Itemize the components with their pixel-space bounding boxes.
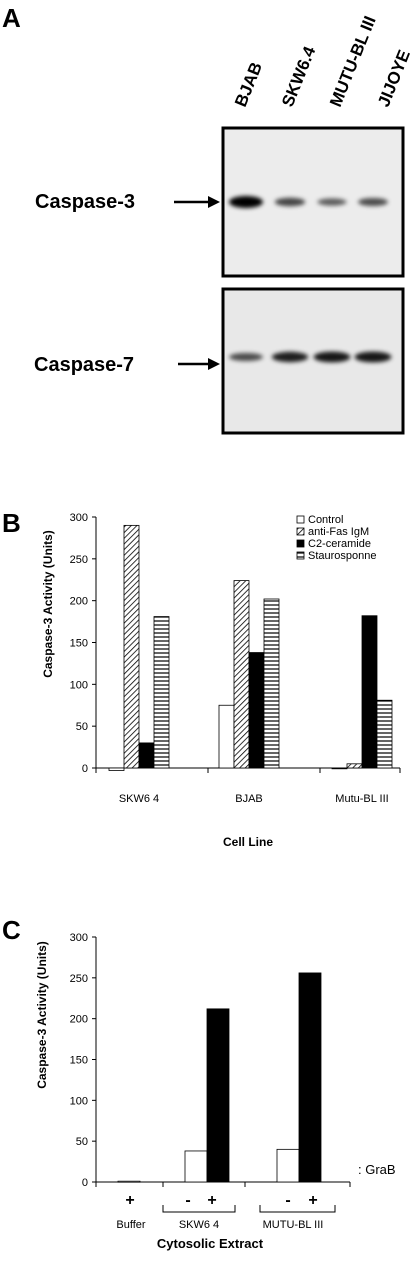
y-tick-label: 50	[76, 1136, 88, 1148]
grab-label: : GraB	[358, 1162, 396, 1177]
bar	[331, 767, 348, 770]
bar	[346, 763, 363, 769]
y-tick-label: 100	[70, 679, 88, 691]
bar	[123, 524, 140, 769]
category-label: BJAB	[235, 793, 263, 805]
category-label: Mutu-BL III	[335, 793, 388, 805]
grab-sign: +	[125, 1192, 134, 1209]
group-label: MUTU-BL III	[263, 1219, 324, 1231]
legend-label: C2-ceramide	[308, 538, 371, 550]
bar	[218, 704, 235, 769]
grab-sign: +	[207, 1192, 216, 1209]
y-tick-label: 300	[70, 932, 88, 944]
blot-band	[274, 197, 306, 207]
blot-band	[317, 198, 347, 206]
panel-a-letter: A	[2, 3, 21, 33]
bar	[117, 1180, 141, 1183]
lane-label: BJAB	[231, 59, 266, 109]
blot-label-caspase-7: Caspase-7	[34, 354, 134, 376]
panel-b-letter: B	[2, 508, 21, 538]
panel-c-letter: C	[2, 915, 21, 945]
blot-band	[313, 351, 351, 363]
y-tick-label: 300	[70, 512, 88, 524]
blot-band	[354, 351, 392, 363]
y-tick-label: 150	[70, 638, 88, 650]
lane-label: JIJOYE	[374, 47, 414, 109]
legend-label: anti-Fas IgM	[308, 526, 369, 538]
bands-caspase-3	[229, 196, 388, 208]
bar	[184, 1150, 208, 1183]
y-axis-label: Caspase-3 Activity (Units)	[35, 941, 49, 1089]
lane-labels: BJAB SKW6.4 MUTU-BL III JIJOYE	[231, 13, 414, 109]
bar	[108, 767, 125, 771]
y-tick-label: 200	[70, 596, 88, 608]
blot-band	[358, 198, 388, 206]
group-bracket	[162, 1205, 236, 1213]
chart-b: 0 50 100 150 200 250 300 SKW6 4 BJAB Mutu-BL III C…	[70, 512, 401, 805]
category-label: SKW6 4	[119, 793, 159, 805]
grab-sign: +	[308, 1192, 317, 1209]
bar	[138, 742, 155, 769]
bar	[276, 1148, 300, 1183]
x-axis-label: Cytosolic Extract	[157, 1236, 264, 1251]
lane-label: MUTU-BL III	[326, 13, 380, 109]
bar	[153, 616, 170, 769]
group-label: Buffer	[116, 1219, 145, 1231]
legend-swatch	[296, 527, 305, 536]
legend-label: Control	[308, 514, 343, 526]
blot-label-caspase-3: Caspase-3	[35, 191, 135, 213]
blot-band	[229, 196, 263, 208]
x-axis-label: Cell Line	[223, 835, 273, 849]
y-axis-label: Caspase-3 Activity (Units)	[41, 530, 55, 678]
y-tick-label: 50	[76, 721, 88, 733]
y-tick-label: 0	[82, 1177, 88, 1189]
bar	[361, 615, 378, 769]
legend-label: Staurosponne	[308, 550, 377, 562]
blot-band	[229, 353, 263, 361]
bar	[206, 1008, 230, 1183]
y-tick-label: 100	[70, 1095, 88, 1107]
y-tick-label: 250	[70, 973, 88, 985]
bar	[298, 972, 322, 1183]
legend-swatch	[296, 551, 305, 560]
bar	[233, 580, 250, 769]
legend-swatch	[296, 539, 305, 548]
grab-sign: -	[285, 1192, 290, 1209]
y-tick-label: 150	[70, 1055, 88, 1067]
bar	[248, 652, 265, 769]
legend-swatch	[296, 515, 305, 524]
blot-band	[271, 351, 309, 363]
lane-label: SKW6.4	[278, 43, 320, 109]
group-bracket	[259, 1205, 336, 1213]
bar	[263, 598, 280, 769]
arrow-icon	[174, 196, 220, 208]
group-label: SKW6 4	[179, 1219, 219, 1231]
arrow-icon	[178, 358, 220, 370]
y-tick-label: 0	[82, 763, 88, 775]
y-tick-label: 200	[70, 1014, 88, 1026]
bar	[376, 699, 393, 769]
y-tick-label: 250	[70, 554, 88, 566]
grab-sign: -	[185, 1192, 190, 1209]
bands-caspase-7	[229, 351, 392, 363]
